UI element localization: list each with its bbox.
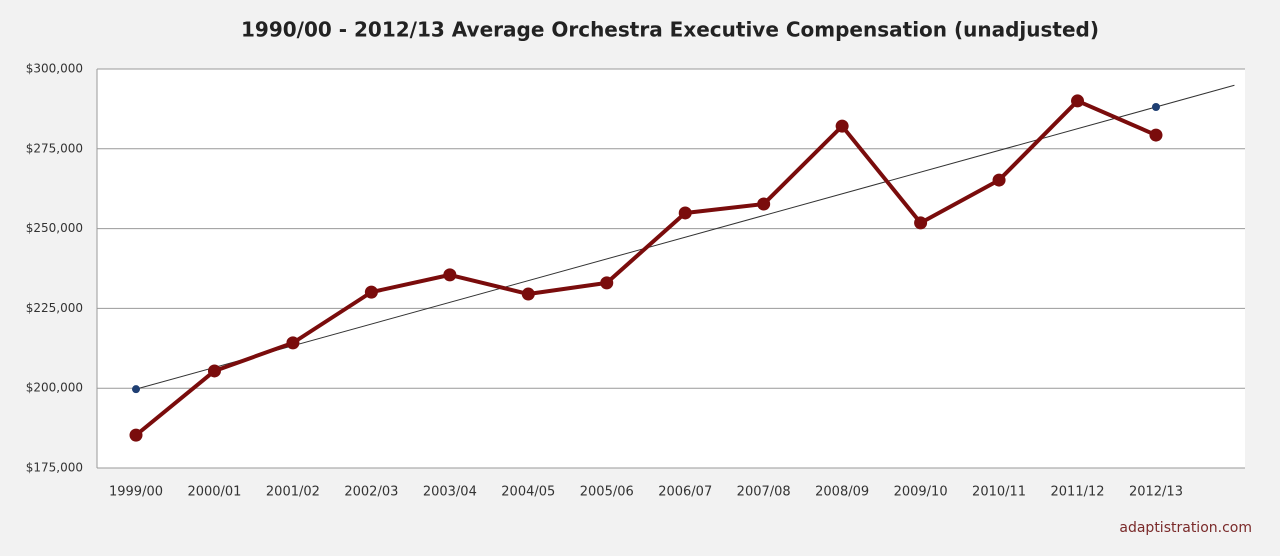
y-tick-label: $300,000 [26,62,83,76]
plot-area [97,69,1245,468]
x-tick-label: 2008/09 [815,485,869,500]
x-tick-label: 2002/03 [344,485,398,500]
data-line [134,98,1157,437]
trendline [135,84,1235,390]
x-tick-label: 1999/00 [109,485,163,500]
y-tick-label: $200,000 [26,381,83,395]
y-tick-label: $250,000 [26,221,83,235]
data-point [1071,94,1085,108]
x-tick-label: 2004/05 [501,485,555,500]
data-point [678,206,692,220]
data-point [443,268,457,282]
data-point [600,276,614,290]
y-tick-label: $275,000 [26,141,83,155]
data-point [207,364,221,378]
trend-point [132,385,140,394]
source-credit: adaptistration.com [1119,520,1252,536]
data-point [521,287,535,301]
x-tick-label: 2011/12 [1051,485,1105,500]
y-tick-label: $175,000 [26,461,83,475]
x-tick-label: 2006/07 [658,485,712,500]
x-tick-label: 2005/06 [580,485,634,500]
data-point [364,285,378,299]
data-point [129,428,143,442]
x-tick-label: 2009/10 [894,485,948,500]
data-point [835,119,849,133]
trend-point [1151,102,1160,111]
x-tick-label: 2010/11 [972,485,1026,500]
data-point [992,173,1006,187]
data-point [914,216,928,230]
x-tick-label: 2012/13 [1129,485,1183,500]
x-tick-label: 2000/01 [187,485,241,500]
x-tick-label: 2001/02 [266,485,320,500]
x-tick-label: 2003/04 [423,485,477,500]
y-tick-label: $225,000 [26,301,83,315]
x-tick-label: 2007/08 [737,485,791,500]
data-point [286,336,300,350]
chart-title: 1990/00 - 2012/13 Average Orchestra Exec… [241,18,1099,42]
data-point [757,197,771,211]
data-point [1149,128,1163,142]
